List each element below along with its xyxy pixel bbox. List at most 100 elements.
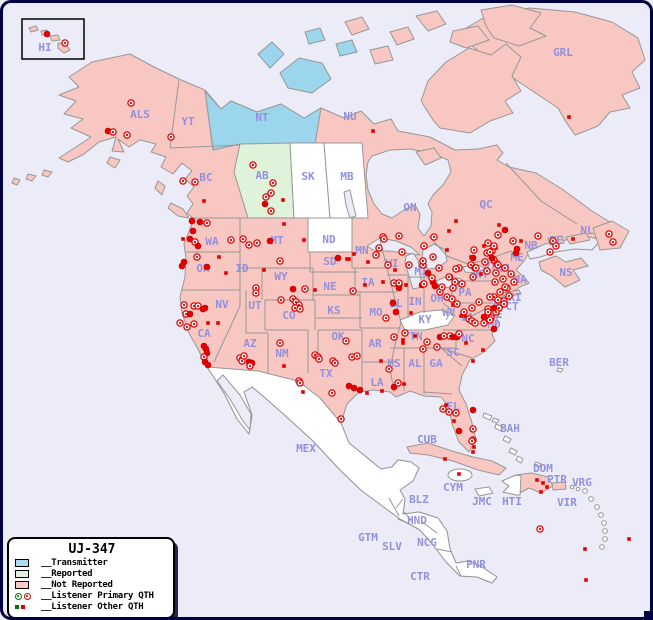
listener-primary-marker <box>353 352 361 360</box>
region-label-nc: NC <box>461 332 474 345</box>
listener-other-marker <box>463 314 467 318</box>
listener-other-marker <box>402 382 406 386</box>
region-label-ctr: CTR <box>410 570 430 583</box>
listener-primary-marker <box>472 264 480 272</box>
listener-primary-marker <box>331 359 339 367</box>
region-label-id: ID <box>235 262 249 275</box>
listener-other-marker <box>401 341 405 345</box>
listener-primary-marker <box>301 285 309 293</box>
listener-markers-layer <box>43 30 631 582</box>
listener-primary-marker <box>420 242 428 250</box>
listener-primary-marker <box>510 278 518 286</box>
listener-other-marker <box>472 445 476 449</box>
anticosti <box>565 232 591 245</box>
legend-item-label: __Transmitter <box>41 558 108 568</box>
listener-other-marker <box>262 268 266 272</box>
listener-other-marker <box>445 248 449 252</box>
region-label-pa: PA <box>458 286 472 299</box>
listener-cluster-marker <box>266 237 274 245</box>
listener-primary-marker <box>398 248 406 256</box>
listener-other-marker <box>345 257 349 261</box>
legend-rows: __Transmitter __Reported __Not Reported __L… <box>15 558 169 612</box>
region-label-slv: SLV <box>382 540 402 553</box>
ring-center-dot <box>26 594 29 597</box>
listener-other-marker <box>497 223 501 227</box>
listener-primary-marker <box>269 179 277 187</box>
region-label-wy: WY <box>274 270 288 283</box>
listener-other-marker <box>535 478 539 482</box>
listener-other-marker <box>282 364 286 368</box>
listener-other-marker <box>379 359 383 363</box>
listener-cluster-marker <box>424 269 432 277</box>
listener-other-marker <box>413 334 417 338</box>
region-label-jmc: JMC <box>472 495 492 508</box>
listener-other-marker <box>363 283 367 287</box>
listener-other-marker <box>216 321 220 325</box>
baffin-island <box>420 43 522 134</box>
listener-other-marker <box>457 472 461 476</box>
region-label-ber: BER <box>549 356 569 369</box>
region-label-ky: KY <box>418 313 432 326</box>
listener-primary-marker <box>453 300 461 308</box>
legend-item: __Listener Primary QTH <box>15 591 169 601</box>
listener-other-marker <box>584 578 588 582</box>
legend-item-label: __Not Reported <box>41 580 113 590</box>
listener-primary-marker <box>401 329 409 337</box>
listener-other-marker <box>459 314 463 318</box>
listener-primary-marker <box>395 279 403 287</box>
square-marker-icon <box>15 605 19 609</box>
listener-primary-marker <box>429 253 437 261</box>
ring-center-dot <box>17 594 20 597</box>
region-label-hti: HTI <box>502 495 522 508</box>
listener-other-marker <box>371 129 375 133</box>
listener-primary-marker <box>252 289 260 297</box>
region-label-dom: DOM <box>533 462 553 475</box>
listener-primary-marker <box>460 308 468 316</box>
region-label-bc: BC <box>199 171 212 184</box>
listener-primary-marker <box>227 236 235 244</box>
listener-other-marker <box>401 338 405 342</box>
listener-cluster-marker <box>186 310 194 318</box>
region-label-ns: NS <box>559 266 572 279</box>
listener-primary-marker <box>296 305 304 313</box>
listener-primary-marker <box>176 319 184 327</box>
listener-primary-marker <box>240 352 248 360</box>
listener-other-marker <box>545 485 549 489</box>
legend: UJ-347 __Transmitter __Reported __Not Repo… <box>7 537 175 619</box>
region-mexico-central-america <box>206 366 498 584</box>
listener-primary-marker <box>452 409 460 417</box>
listener-primary-marker <box>375 244 383 252</box>
listener-other-marker <box>366 260 370 264</box>
listener-primary-marker <box>167 133 175 141</box>
listener-other-marker <box>539 490 543 494</box>
color-swatch <box>15 581 29 589</box>
kodiak <box>106 156 121 169</box>
listener-primary-marker <box>501 283 509 291</box>
listener-primary-marker <box>380 235 388 243</box>
listener-cluster-marker <box>389 299 397 307</box>
listener-primary-marker <box>452 265 460 273</box>
region-mb <box>323 142 369 219</box>
region-ky <box>399 309 456 331</box>
listener-other-marker <box>393 268 397 272</box>
region-label-nt: NT <box>255 111 269 124</box>
region-label-wv: WV <box>442 306 456 319</box>
listener-other-marker <box>571 237 575 241</box>
listener-other-marker <box>381 280 385 284</box>
listener-primary-marker <box>433 343 441 351</box>
listener-primary-marker <box>382 314 390 322</box>
region-label-co: CO <box>282 309 296 322</box>
region-label-cym: CYM <box>443 481 463 494</box>
listener-primary-marker <box>448 295 456 303</box>
listener-other-marker <box>444 403 448 407</box>
listener-cluster-marker <box>204 361 212 369</box>
listener-other-marker <box>365 391 369 395</box>
listener-primary-marker <box>481 258 489 266</box>
region-label-mn: MN <box>355 244 368 257</box>
region-label-sd: SD <box>323 255 337 268</box>
region-label-nl: NL <box>580 224 594 237</box>
haiti <box>501 474 522 496</box>
region-label-vir: VIR <box>557 496 577 509</box>
listener-primary-marker <box>494 261 502 269</box>
listener-primary-marker <box>486 316 494 324</box>
